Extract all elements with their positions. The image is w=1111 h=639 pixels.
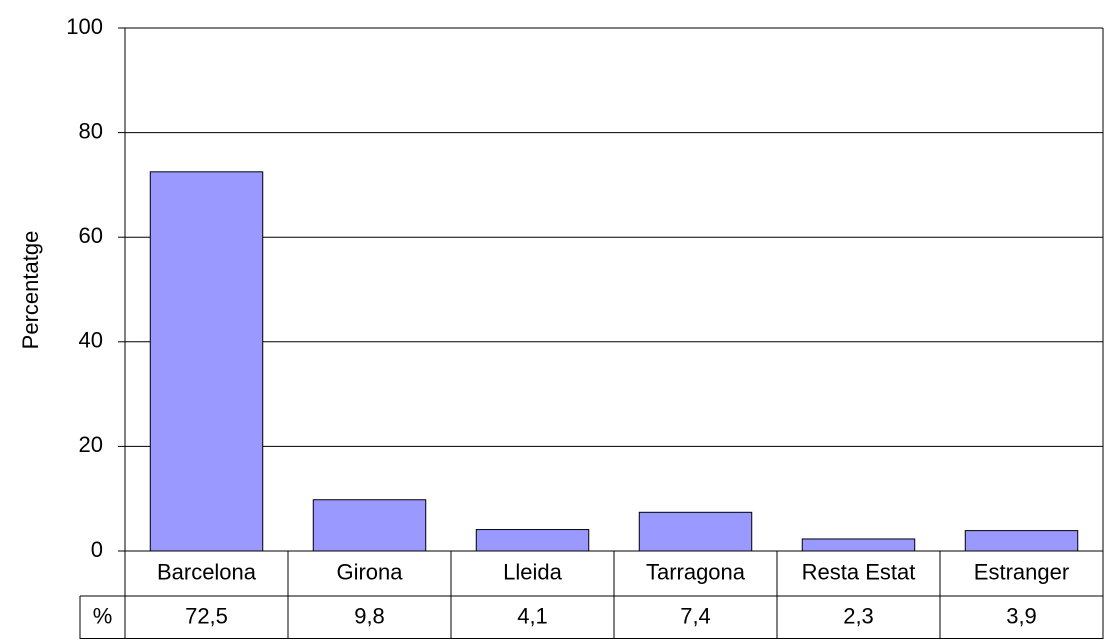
value-label: 9,8 — [354, 603, 385, 628]
x-tick-label: Tarragona — [646, 559, 746, 584]
value-label: 2,3 — [843, 603, 874, 628]
value-label: 72,5 — [185, 603, 228, 628]
y-tick-label: 0 — [91, 537, 103, 562]
y-tick-label: 40 — [79, 328, 103, 353]
x-tick-label: Girona — [336, 559, 403, 584]
bar — [475, 529, 590, 552]
x-tick-label: Estranger — [974, 559, 1069, 584]
bar — [149, 171, 264, 552]
y-tick-label: 80 — [79, 118, 103, 143]
y-axis-label: Percentatge — [18, 231, 43, 350]
value-label: 7,4 — [680, 603, 711, 628]
value-label: 3,9 — [1006, 603, 1037, 628]
bar — [638, 511, 753, 552]
x-tick-label: Resta Estat — [802, 559, 916, 584]
bar — [964, 530, 1079, 552]
x-tick-label: Barcelona — [157, 559, 257, 584]
series-name: % — [93, 603, 113, 628]
y-tick-label: 60 — [79, 223, 103, 248]
bar — [312, 499, 427, 552]
value-label: 4,1 — [517, 603, 548, 628]
y-tick-label: 100 — [66, 14, 103, 39]
y-tick-label: 20 — [79, 432, 103, 457]
bar — [801, 538, 916, 552]
x-tick-label: Lleida — [503, 559, 562, 584]
